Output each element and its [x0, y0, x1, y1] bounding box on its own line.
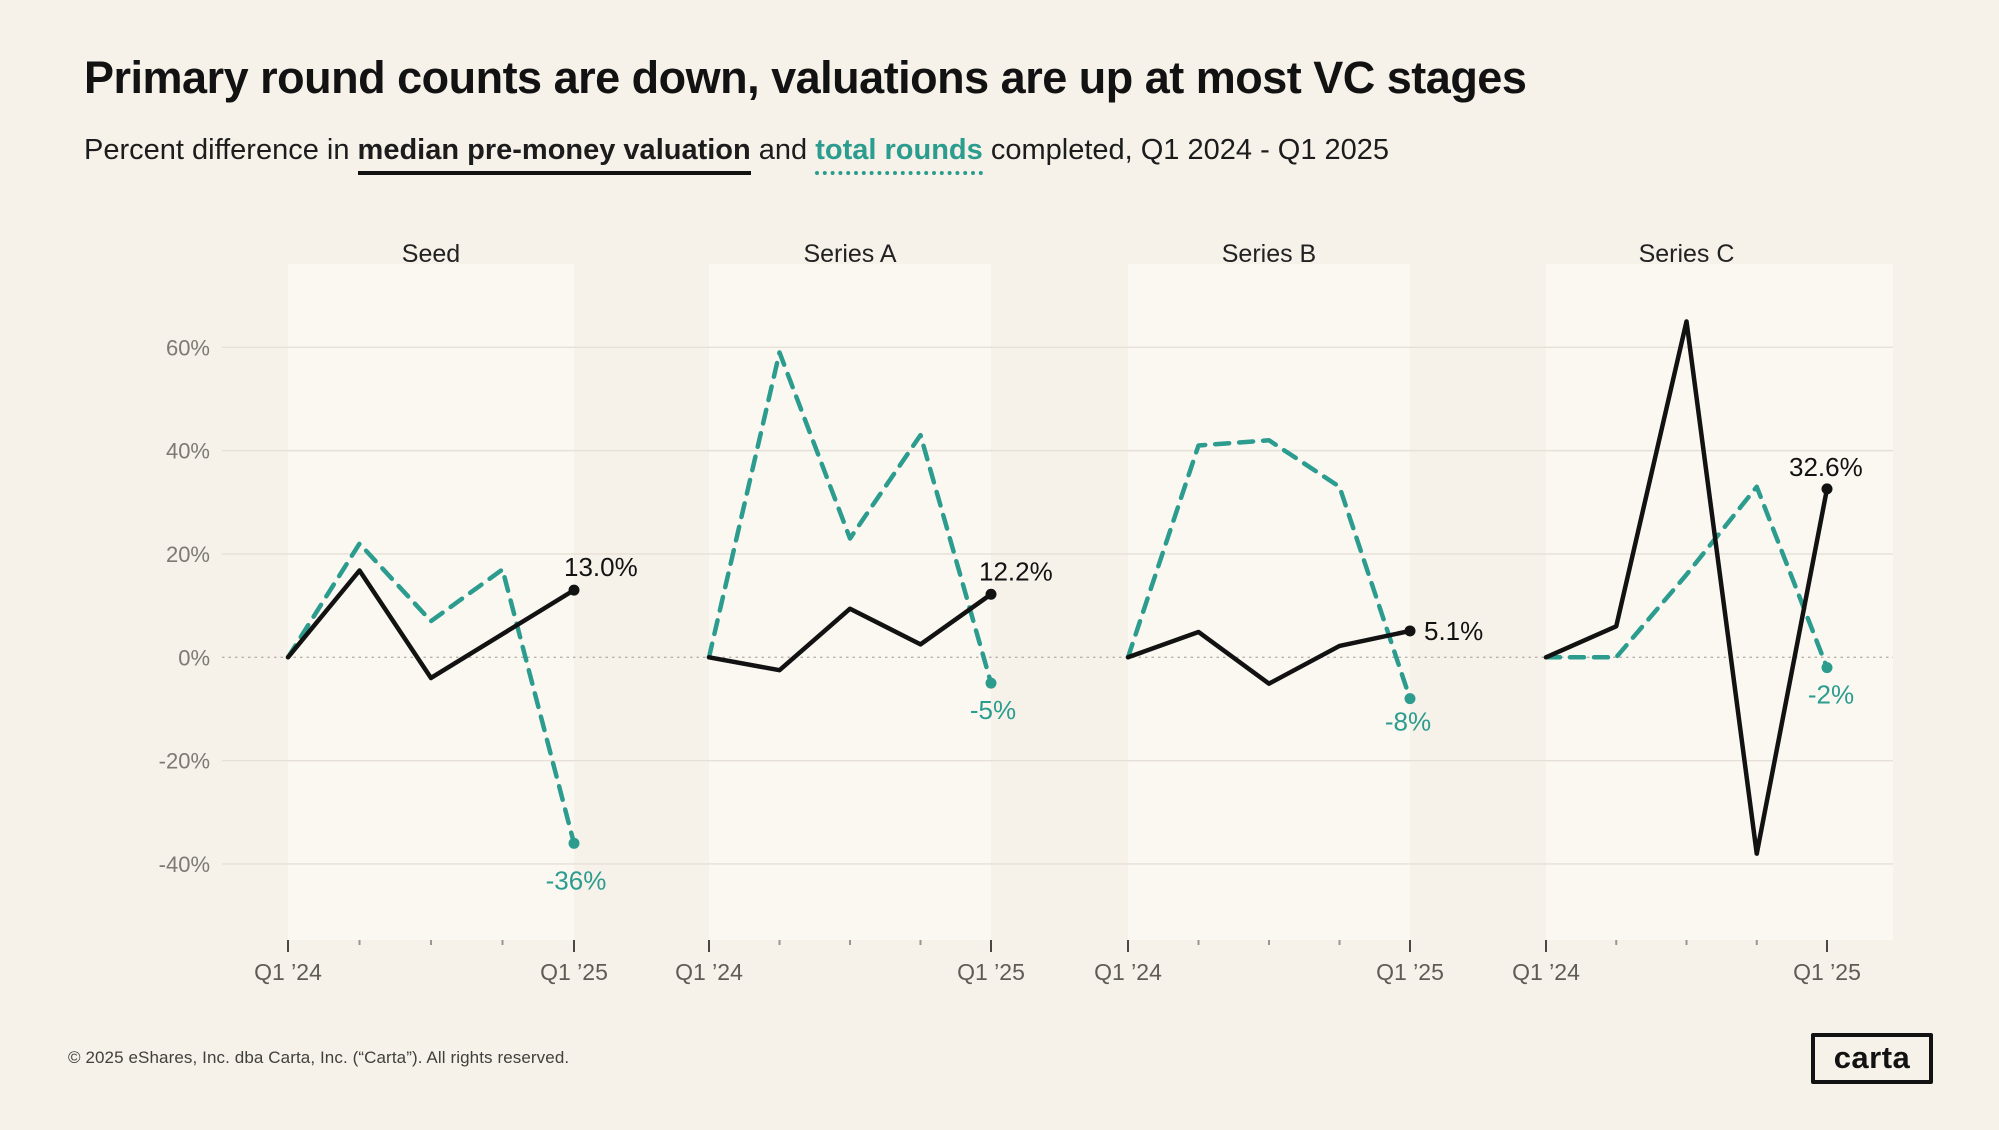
subtitle-prefix: Percent difference in: [84, 133, 358, 166]
x-tick-label: Q1 ’25: [1793, 959, 1861, 985]
panel-series-b: Series B Q1 ’24 Q1 ’25 -8% 5.1%: [1094, 240, 1483, 985]
subtitle: Percent difference in median pre-money v…: [84, 132, 1939, 175]
rounds-end-label: -2%: [1808, 680, 1854, 710]
subtitle-suffix: completed, Q1 2024 - Q1 2025: [982, 133, 1390, 166]
valuation-end-dot: [985, 588, 997, 600]
valuation-end-label: 5.1%: [1424, 616, 1483, 646]
valuation-end-label: 32.6%: [1789, 452, 1863, 482]
panel-title: Seed: [402, 240, 460, 268]
panel-title: Series C: [1639, 240, 1735, 268]
valuation-line: [706, 592, 994, 673]
rounds-end-label: -36%: [546, 865, 607, 895]
y-axis-labels: 60% 40% 20% 0% -20% -40%: [159, 335, 210, 877]
y-tick-label: -40%: [159, 852, 210, 877]
y-tick-label: 60%: [166, 335, 210, 360]
y-tick-label: 40%: [166, 439, 210, 464]
panel-series-a: Series A Q1 ’24 Q1 ’25 -5% 12.2%: [675, 240, 1053, 985]
panel-title: Series B: [1222, 240, 1316, 268]
legend-rounds-label: total rounds: [815, 133, 983, 175]
valuation-line: [1543, 319, 1830, 856]
rounds-end-dot: [985, 677, 997, 689]
valuation-line: [1125, 628, 1413, 686]
rounds-end-dot: [568, 837, 580, 849]
rounds-line: [706, 350, 994, 686]
gridlines: [222, 346, 1893, 865]
valuation-end-dot: [568, 584, 580, 596]
panel-bg-3: [1546, 264, 1893, 940]
y-tick-label: 0%: [178, 645, 210, 670]
y-tick-label: 20%: [166, 542, 210, 567]
valuation-line: [285, 568, 577, 681]
subtitle-mid: and: [750, 133, 816, 166]
panel-title: Series A: [803, 240, 896, 268]
rounds-end-label: -5%: [970, 695, 1016, 725]
page-title: Primary round counts are down, valuation…: [84, 52, 1527, 103]
y-tick-label: -20%: [159, 749, 210, 774]
panel-bg-1: [709, 264, 991, 940]
legend-valuation-label: median pre-money valuation: [357, 133, 751, 175]
rounds-end-dot: [1821, 662, 1833, 674]
panel-seed: Seed Q1 ’24 Q1 ’25 -36% 13.0%: [254, 240, 638, 985]
valuation-end-dot: [1821, 483, 1833, 495]
valuation-end-dot: [1404, 625, 1416, 637]
x-tick-label: Q1 ’25: [1376, 959, 1444, 985]
x-tick-label: Q1 ’24: [254, 959, 322, 985]
x-tick-label: Q1 ’24: [1512, 959, 1580, 985]
rounds-line: [1543, 484, 1830, 670]
panel-series-c: Series C Q1 ’24 Q1 ’25 -2% 32.6%: [1512, 240, 1863, 985]
rounds-line: [285, 541, 577, 846]
panel-bg-2: [1128, 264, 1410, 940]
x-tick-label: Q1 ’24: [1094, 959, 1162, 985]
x-tick-label: Q1 ’25: [957, 959, 1025, 985]
valuation-end-label: 13.0%: [564, 552, 638, 582]
x-tick-label: Q1 ’24: [675, 959, 743, 985]
valuation-end-label: 12.2%: [979, 556, 1053, 586]
rounds-end-label: -8%: [1385, 707, 1431, 737]
x-tick-label: Q1 ’25: [540, 959, 608, 985]
chart-header: Primary round counts are down, valuation…: [84, 52, 1939, 175]
panel-backgrounds: [288, 264, 1893, 940]
rounds-end-dot: [1404, 693, 1416, 705]
rounds-line: [1125, 438, 1413, 701]
